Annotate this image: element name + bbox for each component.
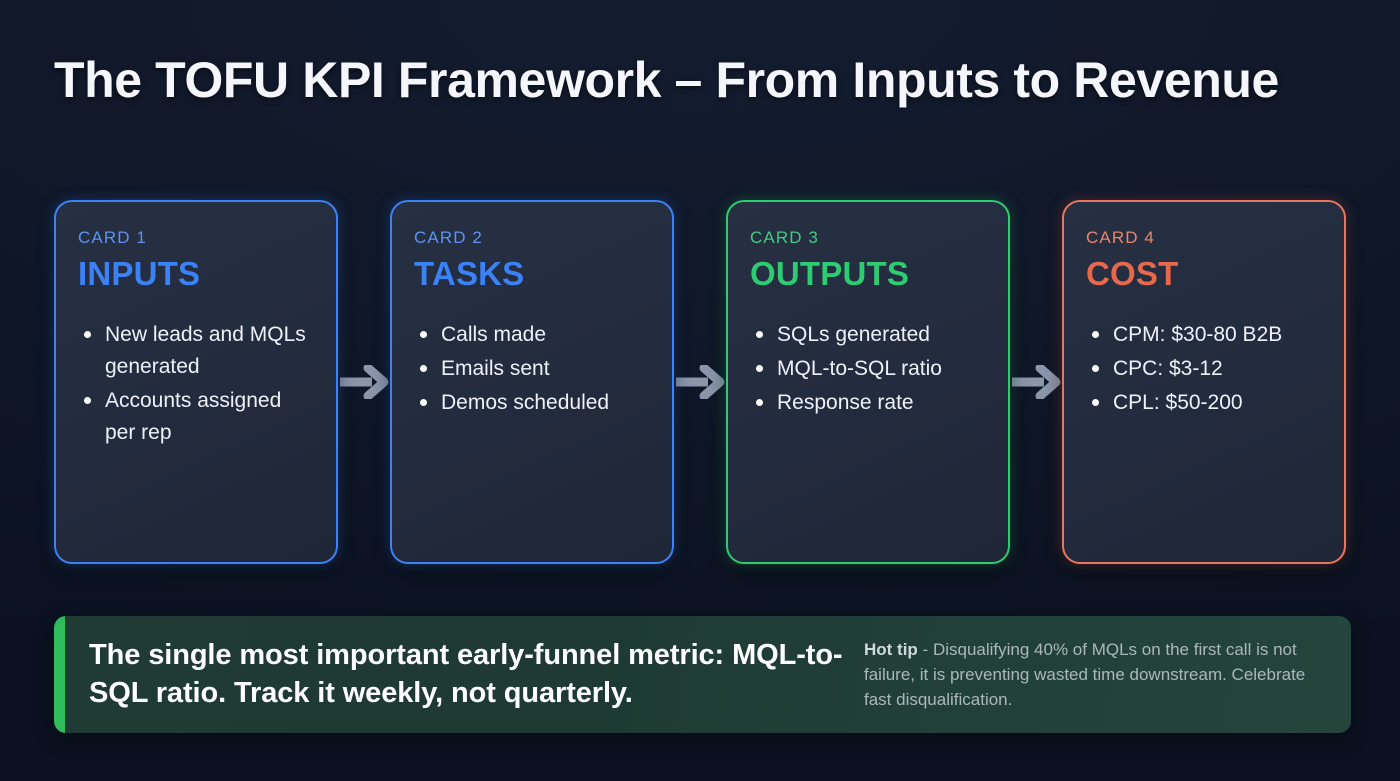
card-bullet-list: Calls made Emails sent Demos scheduled — [414, 319, 650, 419]
list-item: Demos scheduled — [414, 387, 650, 419]
callout-banner: The single most important early-funnel m… — [54, 616, 1351, 733]
callout-tip-label: Hot tip — [864, 639, 918, 659]
page-title: The TOFU KPI Framework – From Inputs to … — [54, 52, 1279, 108]
callout-accent-bar — [54, 616, 65, 733]
card-eyebrow: CARD 4 — [1086, 228, 1155, 247]
list-item: CPC: $3-12 — [1086, 353, 1322, 385]
card-eyebrow: CARD 2 — [414, 228, 483, 247]
callout-tip-separator: - — [917, 639, 933, 659]
callout-tip-text: Disqualifying 40% of MQLs on the first c… — [864, 639, 1306, 710]
list-item: New leads and MQLs generated — [78, 319, 314, 383]
list-item: Emails sent — [414, 353, 650, 385]
list-item: CPM: $30-80 B2B — [1086, 319, 1322, 351]
kpi-card-cost[interactable]: CARD 4 COST CPM: $30-80 B2B CPC: $3-12 C… — [1062, 200, 1346, 564]
card-eyebrow: CARD 1 — [78, 228, 147, 247]
callout-tip-block: Hot tip - Disqualifying 40% of MQLs on t… — [864, 637, 1351, 712]
card-heading: INPUTS — [78, 255, 201, 292]
card-bullet-list: SQLs generated MQL-to-SQL ratio Response… — [750, 319, 986, 419]
kpi-card-tasks[interactable]: CARD 2 TASKS Calls made Emails sent Demo… — [390, 200, 674, 564]
callout-headline-block: The single most important early-funnel m… — [54, 637, 864, 712]
list-item: Accounts assigned per rep — [78, 385, 314, 449]
kpi-cards-row: CARD 1 INPUTS New leads and MQLs generat… — [54, 200, 1346, 564]
connector-arrow-3 — [1010, 200, 1062, 564]
card-heading: COST — [1086, 255, 1179, 292]
kpi-card-outputs[interactable]: CARD 3 OUTPUTS SQLs generated MQL-to-SQL… — [726, 200, 1010, 564]
arrow-right-icon — [674, 365, 726, 399]
arrow-right-icon — [1010, 365, 1062, 399]
card-heading: TASKS — [414, 255, 525, 292]
list-item: Response rate — [750, 387, 986, 419]
card-eyebrow: CARD 3 — [750, 228, 819, 247]
card-heading: OUTPUTS — [750, 255, 910, 292]
list-item: SQLs generated — [750, 319, 986, 351]
list-item: CPL: $50-200 — [1086, 387, 1322, 419]
callout-headline: The single most important early-funnel m… — [89, 638, 843, 709]
list-item: MQL-to-SQL ratio — [750, 353, 986, 385]
connector-arrow-2 — [674, 200, 726, 564]
card-bullet-list: CPM: $30-80 B2B CPC: $3-12 CPL: $50-200 — [1086, 319, 1322, 419]
arrow-right-icon — [338, 365, 390, 399]
connector-arrow-1 — [338, 200, 390, 564]
kpi-card-inputs[interactable]: CARD 1 INPUTS New leads and MQLs generat… — [54, 200, 338, 564]
list-item: Calls made — [414, 319, 650, 351]
card-bullet-list: New leads and MQLs generated Accounts as… — [78, 319, 314, 449]
